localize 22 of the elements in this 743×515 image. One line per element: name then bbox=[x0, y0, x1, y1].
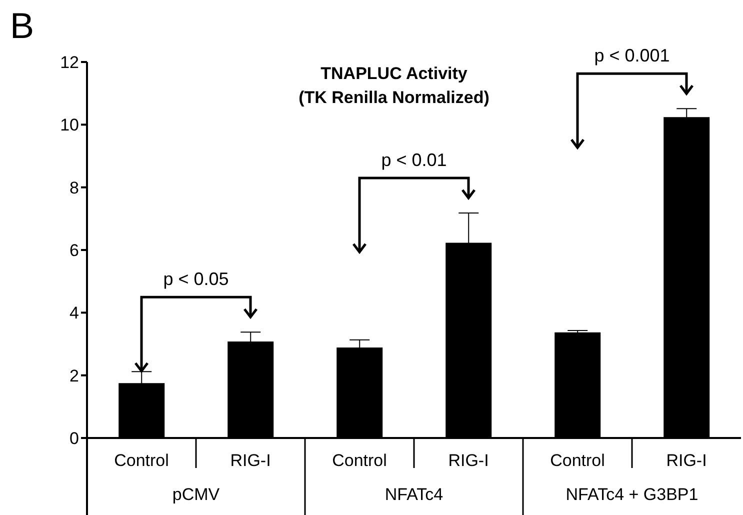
chart-title: TNAPLUC Activity bbox=[320, 64, 468, 83]
text: (TK Renilla Normalized) bbox=[298, 88, 490, 107]
y-tick-label: 0 bbox=[70, 429, 79, 448]
x-tick-label: RIG-I bbox=[230, 451, 271, 470]
text: NFATc4 bbox=[384, 485, 444, 504]
text: NFATc4 + G3BP1 bbox=[566, 485, 698, 504]
y-tick-label: 10 bbox=[60, 116, 79, 135]
y-tick-label: 4 bbox=[70, 304, 79, 323]
x-tick-label: Control bbox=[332, 451, 387, 470]
x-tick-label: RIG-I bbox=[448, 451, 489, 470]
y-tick-label: 12 bbox=[60, 53, 79, 72]
annotation: p < 0.01 bbox=[381, 150, 447, 170]
y-tick-label: 2 bbox=[70, 366, 79, 386]
x-tick-label: Control bbox=[114, 451, 169, 470]
text: B bbox=[10, 5, 34, 46]
annotation: p < 0.05 bbox=[163, 269, 229, 290]
y-tick-label: 8 bbox=[70, 178, 79, 198]
annotation: p < 0.001 bbox=[594, 46, 670, 66]
y-tick-label: 6 bbox=[70, 241, 79, 260]
x-tick-label: Control bbox=[550, 451, 605, 470]
x-tick-label: RIG-I bbox=[666, 451, 707, 470]
text: pCMV bbox=[172, 485, 220, 504]
